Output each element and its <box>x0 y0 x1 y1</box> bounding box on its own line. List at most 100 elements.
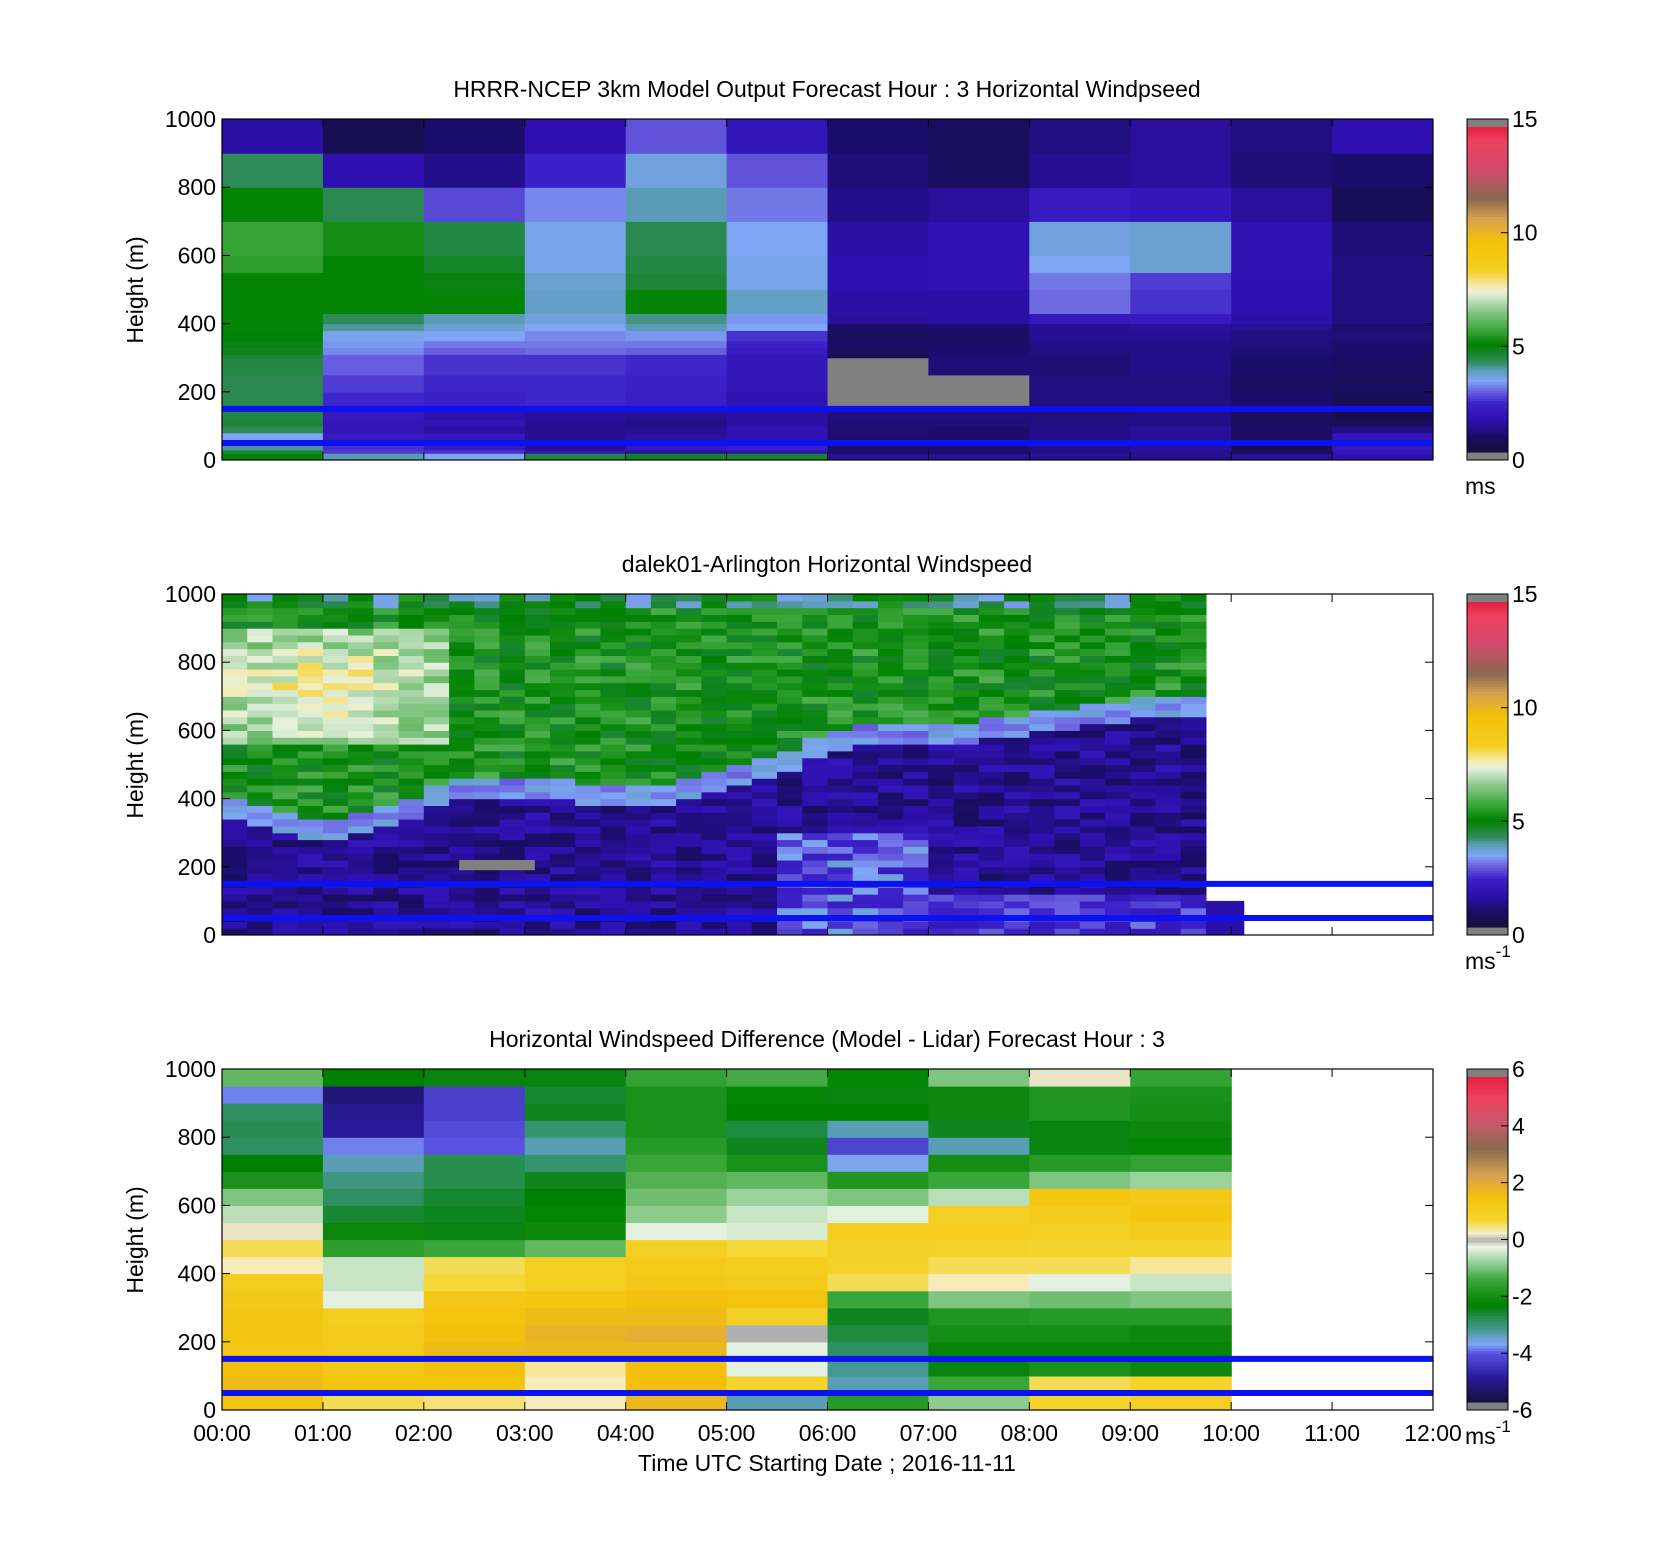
heatmap-cell <box>322 607 349 615</box>
heatmap-cell <box>650 662 677 670</box>
heatmap-cell <box>1029 1086 1131 1104</box>
heatmap-cell <box>802 839 829 847</box>
heatmap-cell <box>474 703 501 711</box>
heatmap-cell <box>247 907 273 916</box>
colorbar-swatch <box>1467 1144 1508 1149</box>
heatmap-cell <box>1130 354 1232 359</box>
heatmap-cell <box>827 812 854 820</box>
heatmap-cell <box>827 1103 929 1121</box>
heatmap-cell <box>928 119 1030 154</box>
heatmap-cell <box>1105 832 1131 841</box>
colorbar-swatch <box>1467 370 1508 375</box>
heatmap-cell <box>524 1341 627 1360</box>
heatmap-cell <box>1029 614 1056 622</box>
colorbar-swatch <box>1467 1331 1508 1335</box>
heatmap-cell <box>1004 641 1030 650</box>
heatmap-cell <box>247 798 273 806</box>
colorbar-swatch <box>1467 140 1508 144</box>
heatmap-cell <box>978 778 1005 786</box>
colorbar-swatch <box>1467 883 1508 887</box>
heatmap-cell <box>726 391 829 410</box>
heatmap-cell <box>1130 425 1232 434</box>
heatmap-cell <box>751 716 778 725</box>
heatmap-cell <box>322 1256 425 1275</box>
heatmap-cell <box>1004 839 1030 847</box>
heatmap-cell <box>600 689 627 697</box>
heatmap-cell <box>878 866 904 875</box>
colorbar-swatch <box>1467 710 1508 714</box>
x-axis-label: Time UTC Starting Date ; 2016-11-11 <box>638 1450 1016 1476</box>
heatmap-cell <box>928 839 955 847</box>
heatmap-cell <box>348 819 374 827</box>
heatmap-cell <box>1180 873 1207 881</box>
heatmap-cell <box>726 330 829 342</box>
colorbar-tick-label: 2 <box>1512 1170 1525 1196</box>
heatmap-cell <box>852 709 879 718</box>
heatmap-cell <box>928 866 955 875</box>
heatmap-cell <box>222 819 248 827</box>
heatmap-cell <box>953 825 980 834</box>
heatmap-cell <box>701 655 728 663</box>
heatmap-cell <box>676 832 702 841</box>
colorbar-swatch <box>1467 1209 1508 1214</box>
heatmap-cell <box>474 655 501 663</box>
heatmap-cell <box>247 730 273 738</box>
heatmap-cell <box>348 860 374 868</box>
heatmap-cell <box>978 675 1005 684</box>
heatmap-cell <box>827 347 929 355</box>
heatmap-cell <box>726 675 753 684</box>
heatmap-cell <box>1130 119 1232 154</box>
heatmap-cell <box>1231 119 1333 154</box>
heatmap-cell <box>550 764 576 772</box>
colorbar-swatch <box>1467 829 1508 833</box>
heatmap-cell <box>423 442 526 451</box>
colorbar-swatch <box>1467 313 1508 318</box>
heatmap-cell <box>322 798 349 806</box>
heatmap-cell <box>1054 928 1081 935</box>
heatmap-cell <box>1105 805 1131 813</box>
heatmap-cell <box>928 453 1030 460</box>
colorbar-swatch <box>1467 1350 1508 1354</box>
heatmap-cell <box>348 600 374 609</box>
colorbar-swatch <box>1467 357 1508 361</box>
heatmap-cell <box>499 812 526 820</box>
heatmap-cell <box>1155 839 1182 847</box>
heatmap-cell <box>978 785 1005 793</box>
heatmap-cell <box>676 805 702 813</box>
heatmap-cell <box>1130 408 1232 420</box>
heatmap-cell <box>751 634 778 643</box>
heatmap-cell <box>1130 744 1157 752</box>
heatmap-cell <box>625 621 652 629</box>
heatmap-cell <box>625 634 652 643</box>
heatmap-cell <box>524 1393 627 1410</box>
colorbar-swatch <box>1467 864 1508 869</box>
heatmap-cell <box>449 716 475 725</box>
heatmap-cell <box>726 614 753 622</box>
heatmap-cell <box>978 716 1005 725</box>
colorbar-swatch <box>1467 1117 1508 1121</box>
heatmap-cell <box>373 846 400 854</box>
heatmap-cell <box>524 709 551 718</box>
heatmap-cell <box>726 442 829 451</box>
heatmap-cell <box>802 907 829 916</box>
colorbar-swatch <box>1467 1258 1508 1262</box>
heatmap-cell <box>928 894 955 902</box>
heatmap-cell <box>373 819 400 827</box>
colorbar-swatch <box>1467 1239 1508 1243</box>
heatmap-cell <box>600 853 627 861</box>
heatmap-cell <box>878 832 904 841</box>
heatmap-cell <box>1105 907 1131 916</box>
colorbar-swatch <box>1467 154 1508 158</box>
heatmap-cell <box>550 812 576 820</box>
colorbar-swatch <box>1467 1171 1508 1176</box>
heatmap-cell <box>1079 628 1106 636</box>
heatmap-cell <box>726 1324 829 1343</box>
heatmap-cell <box>903 873 929 881</box>
heatmap-cell <box>222 408 324 420</box>
heatmap-cell <box>1180 628 1207 636</box>
heatmap-cell <box>499 628 526 636</box>
heatmap-cell <box>928 662 955 670</box>
heatmap-cell <box>222 798 248 806</box>
heatmap-cell <box>297 607 324 615</box>
heatmap-cell <box>373 894 400 902</box>
